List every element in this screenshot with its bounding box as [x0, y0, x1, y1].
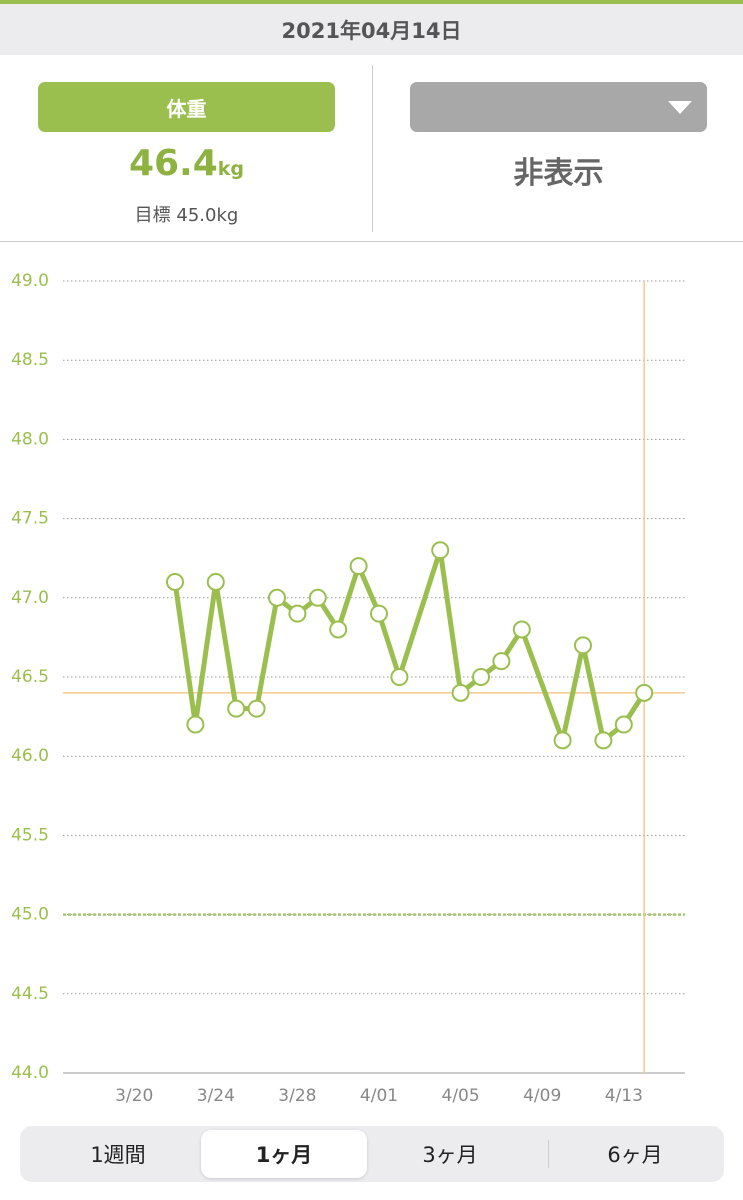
- period-tabs: 1週間 1ヶ月 3ヶ月 6ヶ月: [20, 1126, 724, 1182]
- y-tick-label: 47.0: [11, 588, 49, 608]
- x-tick-label: 4/13: [605, 1086, 643, 1106]
- summary-panels: 体重 46.4kg 目標 45.0kg 非表示: [0, 55, 743, 242]
- x-tick-label: 4/01: [360, 1086, 398, 1106]
- value-number: 46.4: [128, 143, 218, 184]
- data-point: [186, 715, 205, 734]
- date: 2021年04月14日: [281, 18, 462, 43]
- data-point: [390, 668, 409, 686]
- y-tick-label: 48.0: [11, 429, 49, 449]
- date-header: 2021年04月14日: [0, 4, 743, 55]
- data-point: [492, 652, 511, 671]
- target: 目標 45.0kg: [38, 201, 335, 227]
- target-label: 目標: [134, 205, 171, 226]
- data-point: [574, 636, 592, 655]
- data-point: [553, 731, 572, 750]
- divider: [372, 65, 373, 232]
- x-tick-label: 4/05: [442, 1086, 480, 1106]
- y-tick-label: 44.0: [11, 1063, 49, 1083]
- tab-separator: [548, 1140, 549, 1168]
- x-tick-label: 3/20: [115, 1086, 153, 1106]
- data-point: [166, 572, 184, 591]
- tab[interactable]: 3ヶ月: [422, 1143, 478, 1167]
- dropdown-arrow: [668, 101, 692, 114]
- y-tick-label: 49.0: [11, 271, 49, 291]
- tab[interactable]: 1週間: [90, 1143, 146, 1167]
- y-tick-label: 48.5: [11, 350, 49, 370]
- x-tick-label: 3/24: [197, 1086, 235, 1106]
- chart: 44.0 44.5 45.0 45.5 46.0 46.5 47.0 47.5 48.0 48.5…: [11, 271, 685, 1106]
- y-tick-label: 46.0: [11, 746, 49, 766]
- data-point: [268, 588, 286, 607]
- data-point: [308, 588, 327, 607]
- data-point: [614, 715, 633, 734]
- data-point: [206, 572, 225, 591]
- data-point: [635, 683, 654, 702]
- data-point: [594, 731, 613, 750]
- y-tick-label: 45.5: [11, 825, 49, 845]
- top-bar: [0, 0, 743, 4]
- y-tick-label: 47.5: [11, 509, 49, 529]
- data-point: [472, 668, 490, 686]
- data-point: [349, 557, 368, 576]
- data-point: [451, 683, 470, 702]
- current-value: 46.4kg: [38, 143, 335, 184]
- metric-button[interactable]: 体重: [38, 82, 335, 132]
- series-line: [172, 547, 647, 743]
- y-tick-label: 45.0: [11, 905, 49, 925]
- data-point: [512, 620, 531, 639]
- target-value: 45.0kg: [176, 205, 239, 226]
- data-point: [370, 604, 388, 623]
- hidden-status: 非表示: [513, 156, 604, 191]
- data-point: [329, 620, 348, 639]
- y-tick-label: 44.5: [11, 984, 49, 1004]
- tab[interactable]: 6ヶ月: [607, 1143, 663, 1167]
- dropdown[interactable]: [410, 82, 707, 132]
- data-point: [288, 604, 307, 623]
- data-point: [247, 699, 266, 718]
- tab-selected[interactable]: 1ヶ月: [201, 1130, 367, 1178]
- x-tick-label: 4/09: [523, 1086, 561, 1106]
- value-unit: kg: [217, 158, 245, 180]
- x-tick-label: 3/28: [278, 1086, 316, 1106]
- data-point: [227, 699, 246, 718]
- y-tick-label: 46.5: [11, 667, 49, 687]
- data-point: [431, 541, 450, 560]
